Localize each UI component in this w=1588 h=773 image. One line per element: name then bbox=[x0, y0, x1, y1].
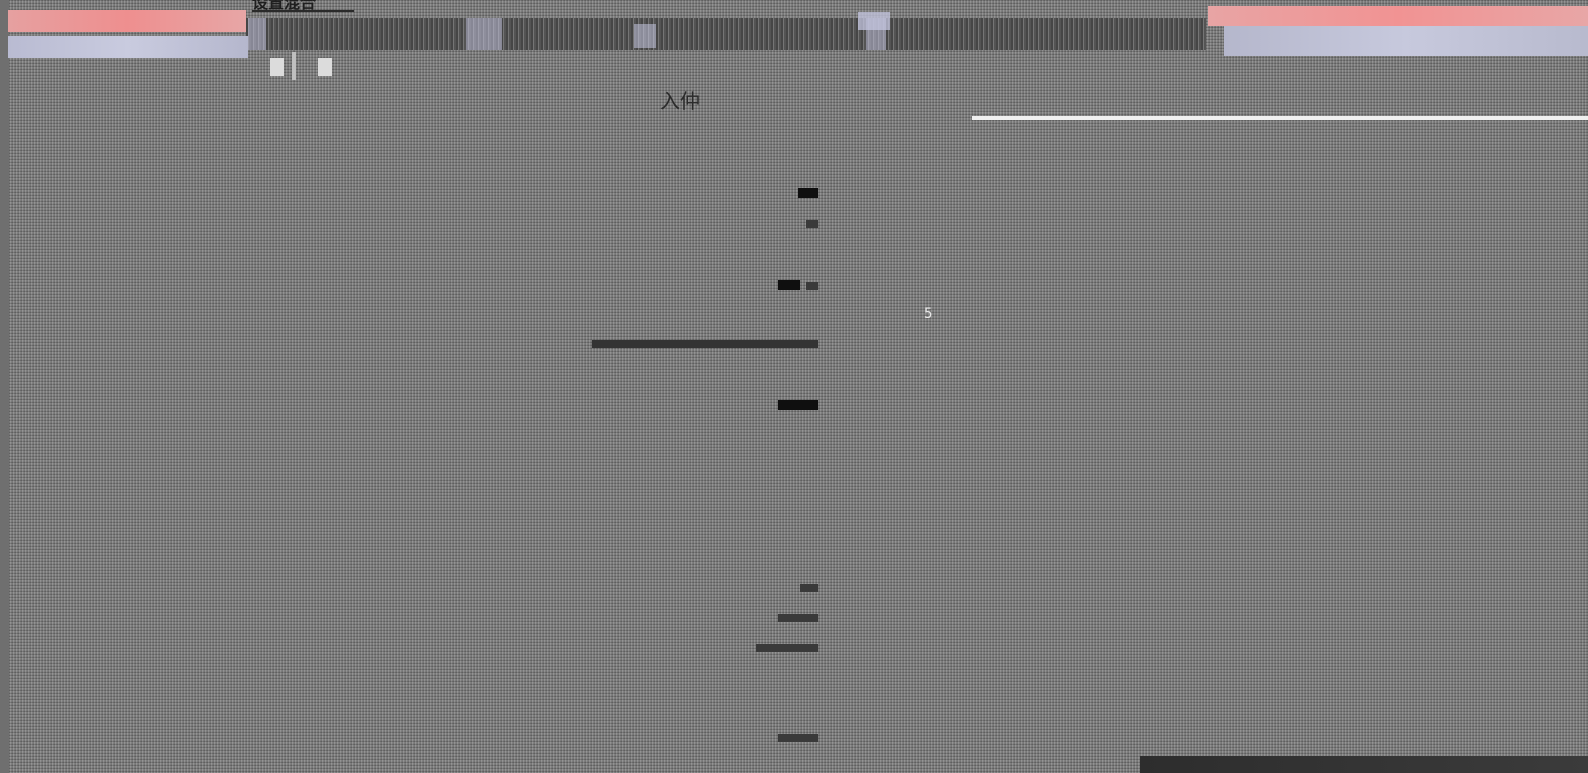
timeline-marker[interactable] bbox=[778, 280, 800, 290]
tab-strip-right[interactable] bbox=[1224, 26, 1588, 56]
progress-track bbox=[972, 116, 1588, 120]
timeline-marker bbox=[778, 734, 818, 742]
titlebar-left bbox=[8, 10, 246, 32]
ruler-label: 入仲 bbox=[660, 89, 700, 113]
timeline-marker[interactable] bbox=[778, 400, 818, 410]
tool-separator bbox=[292, 52, 296, 80]
title-underline bbox=[252, 10, 354, 12]
cursor-readout: 5 bbox=[924, 306, 933, 322]
toolbar bbox=[246, 18, 1206, 50]
titlebar-right bbox=[1208, 6, 1588, 26]
tool-icon-1[interactable] bbox=[270, 58, 284, 76]
timeline-marker bbox=[806, 220, 818, 228]
toolbar-button-1[interactable] bbox=[248, 18, 266, 50]
status-bar bbox=[1140, 756, 1588, 773]
timeline-range-bar[interactable] bbox=[592, 340, 818, 348]
tab-active[interactable] bbox=[858, 12, 890, 30]
tab-secondary[interactable] bbox=[634, 24, 656, 48]
progress-fill bbox=[972, 116, 1588, 120]
tab-strip-left[interactable] bbox=[8, 36, 248, 58]
toolbar-button-2[interactable] bbox=[466, 18, 502, 50]
timeline-marker bbox=[806, 282, 818, 290]
timeline-marker bbox=[778, 614, 818, 622]
left-edge bbox=[0, 0, 9, 773]
timeline-marker bbox=[800, 584, 818, 592]
window-title: 设置混合 bbox=[252, 0, 317, 12]
timeline-marker bbox=[756, 644, 818, 652]
tool-icon-2[interactable] bbox=[318, 58, 332, 76]
timeline-marker[interactable] bbox=[798, 188, 818, 198]
